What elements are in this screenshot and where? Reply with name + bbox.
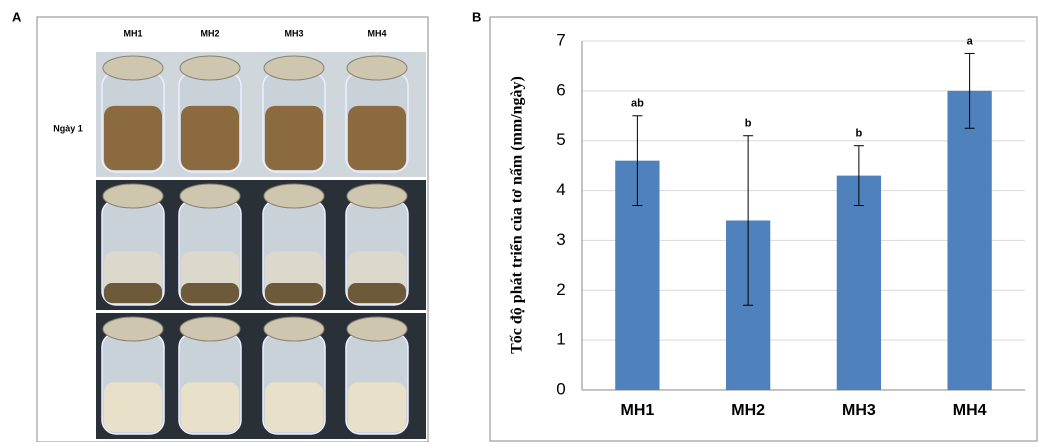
bar [837, 176, 881, 390]
x-tick-label: MH4 [953, 402, 987, 419]
y-tick-label: 6 [556, 80, 565, 99]
jar-lid [180, 56, 240, 80]
x-tick-label: MH1 [620, 402, 654, 419]
column-label: MH4 [367, 28, 386, 38]
jar-lid [264, 56, 324, 80]
y-tick-label: 5 [556, 130, 565, 149]
significance-letter: a [967, 35, 974, 47]
figure: A Ngày 1Ngày 9Ngày 15MH1MH2MH3MH4 B Tốc … [0, 0, 1038, 442]
jar-lid [347, 184, 407, 208]
jar-lid [103, 56, 163, 80]
jar-substrate [265, 382, 323, 432]
jar-lid [103, 184, 163, 208]
jar-lid [264, 317, 324, 341]
jar-lid [264, 184, 324, 208]
y-tick-label: 3 [556, 230, 565, 249]
jar-substrate [181, 106, 239, 170]
jar-substrate-lower [181, 283, 239, 303]
jar-lid [180, 317, 240, 341]
panel-label: A [12, 9, 22, 24]
significance-letter: ab [631, 98, 644, 110]
page: {"panel_a": {"label": "A", "columns": ["… [0, 0, 1038, 442]
jar-substrate-lower [104, 283, 162, 303]
y-tick-label: 1 [556, 330, 565, 349]
jar-substrate-lower [265, 283, 323, 303]
y-tick-label: 4 [556, 180, 565, 199]
x-tick-label: MH2 [731, 402, 765, 419]
jar-substrate [104, 382, 162, 432]
y-tick-label: 2 [556, 280, 565, 299]
jar-substrate-lower [348, 283, 406, 303]
significance-letter: b [856, 128, 863, 140]
jar-lid [180, 184, 240, 208]
y-tick-label: 7 [556, 30, 565, 49]
jar-lid [347, 317, 407, 341]
jar-substrate [348, 106, 406, 170]
y-tick-label: 0 [556, 379, 565, 398]
jar-substrate [181, 382, 239, 432]
y-axis-label: Tốc độ phát triển của tơ nấm (mm/ngày) [509, 76, 526, 354]
jar-substrate [104, 106, 162, 170]
bar [947, 91, 991, 390]
jar-lid [103, 317, 163, 341]
column-label: MH3 [284, 28, 303, 38]
significance-letter: b [745, 118, 752, 130]
column-label: MH2 [200, 28, 219, 38]
jar-lid [347, 56, 407, 80]
jar-substrate [265, 106, 323, 170]
column-label: MH1 [123, 28, 142, 38]
x-tick-label: MH3 [842, 402, 876, 419]
jar-substrate [348, 382, 406, 432]
panel-label: B [472, 9, 481, 24]
